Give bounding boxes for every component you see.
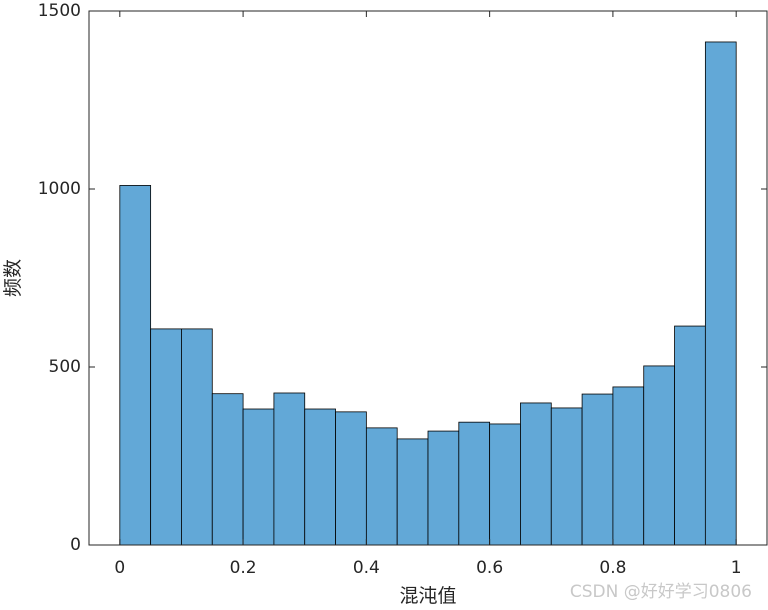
bar	[550, 407, 583, 546]
x-tick-label: 0.8	[599, 558, 626, 578]
bar	[365, 427, 398, 546]
bar	[181, 328, 213, 546]
y-tick-label: 1000	[38, 179, 81, 199]
bar	[704, 41, 737, 546]
bar	[335, 411, 367, 546]
bar	[643, 365, 675, 546]
y-tick-label: 500	[49, 357, 81, 377]
bar	[150, 328, 182, 546]
y-axis-title: 频数	[2, 259, 24, 297]
bar	[612, 386, 645, 546]
watermark: CSDN @好好学习0806	[570, 582, 752, 602]
bar	[242, 408, 275, 546]
bar	[458, 421, 491, 546]
bar	[304, 408, 336, 546]
bar	[119, 185, 152, 546]
y-tick-label: 0	[70, 535, 81, 555]
bar	[396, 438, 429, 546]
x-tick-label: 0.2	[230, 558, 257, 578]
bar	[427, 430, 460, 546]
bar	[211, 393, 244, 546]
x-tick-label: 1	[731, 558, 742, 578]
x-tick-label: 0.4	[353, 558, 380, 578]
bar	[273, 392, 306, 546]
y-tick-label: 1500	[38, 1, 81, 21]
x-tick-label: 0	[114, 558, 125, 578]
bar	[581, 393, 614, 546]
bar	[674, 325, 706, 546]
plot-frame	[88, 10, 768, 546]
bar	[520, 402, 552, 546]
x-tick-label: 0.6	[476, 558, 503, 578]
bar	[489, 423, 521, 546]
x-axis-title: 混沌值	[399, 585, 456, 607]
